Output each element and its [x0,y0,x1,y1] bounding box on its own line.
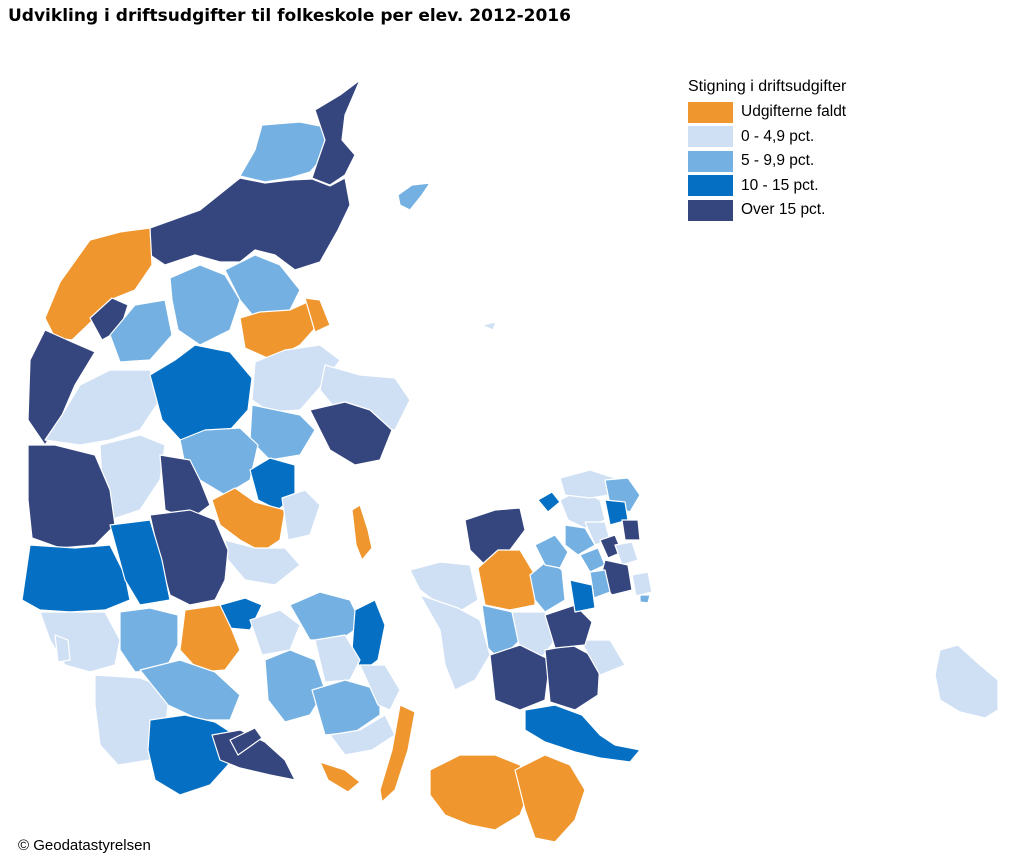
region-skanderborg[interactable] [211,487,286,553]
region-greve[interactable] [569,579,596,613]
region-billund[interactable] [109,519,171,606]
region-kalundborg[interactable] [409,561,479,611]
region-nyborg[interactable] [359,664,401,711]
region-halsnaes[interactable] [537,491,561,513]
region-thisted[interactable] [44,227,153,341]
legend-swatch [688,199,733,221]
legend-item-decrease: Udgifterne faldt [688,100,846,125]
region-samsoe[interactable] [351,504,373,561]
region-mariagerfjord[interactable] [304,297,331,333]
region-middelfart[interactable] [249,609,301,656]
legend-item-0-4-9: 0 - 4,9 pct. [688,125,846,150]
region-nordfyn[interactable] [289,591,363,641]
region-viborg[interactable] [149,344,253,446]
region-hoersholm[interactable] [621,519,641,541]
region-bornholm[interactable] [934,644,999,719]
region-faaborg[interactable] [311,679,381,736]
legend-title: Stigning i driftsudgifter [688,78,847,95]
legend-item-10-15: 10 - 15 pct. [688,174,846,199]
region-langeland[interactable] [379,704,416,803]
region-odense[interactable] [314,634,361,683]
region-naestved[interactable] [489,644,551,711]
region-esbjerg[interactable] [39,611,121,673]
region-aalborg[interactable] [224,254,301,319]
region-frederikshavn[interactable] [311,79,361,186]
region-struer[interactable] [27,329,96,446]
region-haderslev[interactable] [139,659,241,721]
region-taarnby[interactable] [631,571,653,597]
region-vejen[interactable] [119,607,179,673]
legend-swatch [688,126,733,148]
region-stevns[interactable] [579,639,626,676]
legend-label: 5 - 9,9 pct. [741,152,815,170]
legend-label: 10 - 15 pct. [741,176,819,194]
region-varde[interactable] [21,544,131,613]
region-egedal[interactable] [564,524,596,556]
region-kolding[interactable] [179,604,241,673]
region-syddjurs[interactable] [309,401,393,466]
region-odder[interactable] [281,489,321,541]
region-favrskov[interactable] [249,404,316,461]
region-koege[interactable] [544,604,593,649]
region-hjoerring[interactable] [239,121,331,183]
region-vordingborg[interactable] [524,704,641,763]
legend-label: 0 - 4,9 pct. [741,127,815,145]
region-broenderslev[interactable] [149,177,351,271]
region-slagelse[interactable] [419,594,491,691]
region-als[interactable] [229,727,263,756]
region-frederikssund[interactable] [534,534,569,569]
region-ikast-brande[interactable] [159,454,211,521]
region-anholt[interactable] [481,321,497,331]
legend-swatch [688,101,733,123]
region-lolland[interactable] [429,754,531,831]
region-fanoe[interactable] [54,634,71,663]
legend-swatch [688,175,733,197]
region-assens[interactable] [264,649,326,723]
legend-item-over-15: Over 15 pct. [688,198,846,223]
legend-item-5-9-9: 5 - 9,9 pct. [688,149,846,174]
copyright-credit: © Geodatastyrelsen [18,837,151,854]
region-horsens[interactable] [224,539,301,586]
map-title: Udvikling i driftsudgifter til folkeskol… [8,6,571,26]
region-guldborgsund[interactable] [514,754,586,843]
legend-label: Over 15 pct. [741,201,826,219]
region-dragoer[interactable] [639,594,651,604]
map-legend: Stigning i driftsudgifter Udgifterne fal… [688,78,846,223]
legend-swatch [688,150,733,172]
region-gentofte[interactable] [614,541,639,566]
region-odsherred[interactable] [464,507,526,566]
region-vesthimmerland[interactable] [169,264,241,346]
legend-label: Udgifterne faldt [741,103,847,121]
region-aeroe[interactable] [319,761,361,793]
region-laesoe[interactable] [397,182,431,211]
region-ringkoebing[interactable] [27,444,116,549]
region-skive[interactable] [109,299,173,363]
